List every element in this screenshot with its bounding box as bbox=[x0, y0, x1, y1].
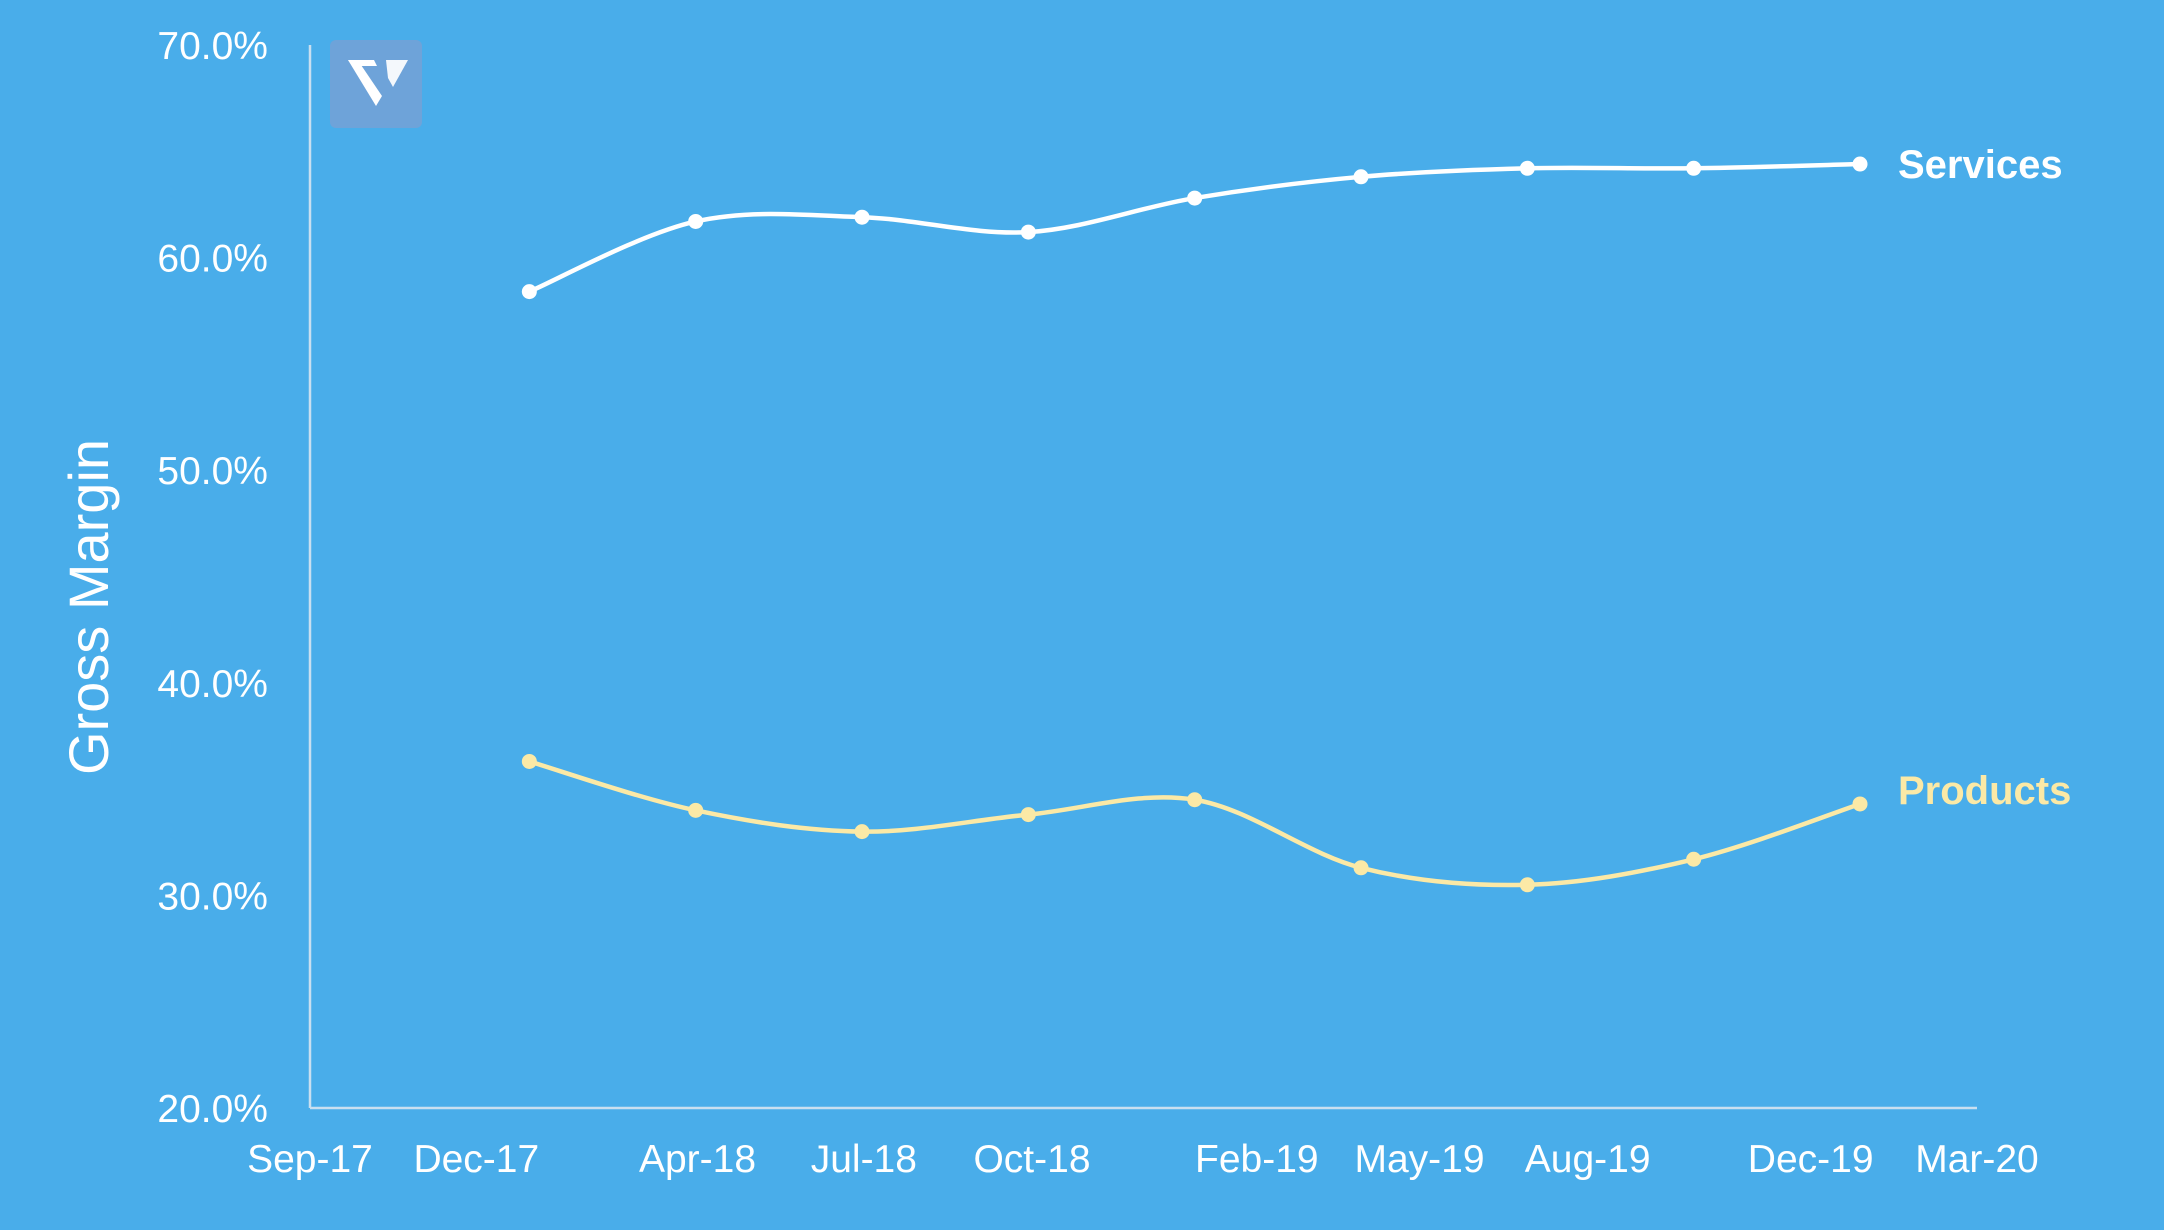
series-services bbox=[521, 156, 1868, 300]
data-point-products bbox=[1852, 796, 1868, 812]
x-tick-label: Feb-19 bbox=[1195, 1138, 1319, 1181]
v-logo-icon bbox=[330, 40, 422, 128]
x-tick-label: Sep-17 bbox=[247, 1138, 373, 1181]
data-point-services bbox=[1852, 156, 1868, 172]
data-point-services bbox=[1020, 224, 1036, 240]
x-tick-label: Apr-18 bbox=[639, 1138, 756, 1181]
data-point-services bbox=[1519, 160, 1535, 176]
y-tick-label: 60.0% bbox=[157, 238, 268, 281]
x-tick-label: May-19 bbox=[1354, 1138, 1484, 1181]
x-tick-label: Jul-18 bbox=[811, 1138, 917, 1181]
series-line-services bbox=[527, 161, 1863, 294]
data-point-services bbox=[1353, 169, 1369, 185]
y-tick-label: 70.0% bbox=[157, 25, 268, 68]
x-tick-label: Dec-17 bbox=[413, 1138, 539, 1181]
x-tick-label: Dec-19 bbox=[1748, 1138, 1874, 1181]
data-point-products bbox=[1187, 792, 1203, 808]
x-tick-label: Mar-20 bbox=[1915, 1138, 2039, 1181]
y-tick-label: 40.0% bbox=[157, 663, 268, 706]
x-tick-label: Oct-18 bbox=[973, 1138, 1090, 1181]
x-axis: Sep-17 Dec-17 Apr-18 Jul-18 Oct-18 Feb-19 May-… bbox=[247, 1106, 2039, 1181]
data-point-services bbox=[688, 213, 704, 229]
series-line-products bbox=[527, 759, 1863, 888]
data-point-services bbox=[854, 209, 870, 225]
data-point-products bbox=[521, 753, 537, 769]
y-axis: 20.0% 30.0% 40.0% 50.0% 60.0% 70.0% bbox=[157, 25, 312, 1131]
y-tick-label: 50.0% bbox=[157, 450, 268, 493]
series-label-products: Products bbox=[1898, 769, 2071, 813]
data-point-services bbox=[521, 284, 537, 300]
data-point-products bbox=[1353, 860, 1369, 876]
data-point-products bbox=[1519, 877, 1535, 893]
data-point-services bbox=[1686, 160, 1702, 176]
data-point-products bbox=[854, 824, 870, 840]
series-products bbox=[521, 753, 1868, 893]
x-tick-label: Aug-19 bbox=[1525, 1138, 1651, 1181]
y-tick-label: 20.0% bbox=[157, 1088, 268, 1131]
data-point-products bbox=[1020, 807, 1036, 823]
y-axis-title: Gross Margin bbox=[57, 439, 120, 775]
series-group bbox=[521, 156, 1868, 893]
data-point-products bbox=[688, 802, 704, 818]
data-point-products bbox=[1686, 851, 1702, 867]
data-point-services bbox=[1187, 190, 1203, 206]
y-tick-label: 30.0% bbox=[157, 875, 268, 918]
series-label-services: Services bbox=[1898, 143, 2063, 187]
